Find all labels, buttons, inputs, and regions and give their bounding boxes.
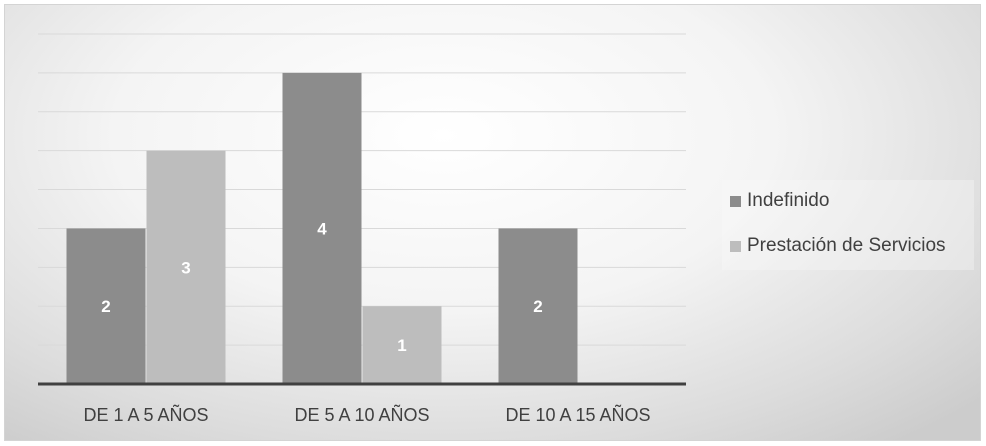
legend-label-indefinido: Indefinido [747, 190, 830, 211]
data-label: 4 [317, 219, 327, 238]
gridlines [38, 33, 686, 346]
bars [66, 72, 578, 384]
data-label: 2 [101, 297, 110, 316]
legend-swatch-indefinido [730, 195, 741, 207]
legend-label-prestacion: Prestación de Servicios [747, 235, 946, 256]
x-tick-label: DE 1 A 5 AÑOS [83, 404, 208, 425]
legend-item-prestacion: Prestación de Servicios [730, 235, 946, 257]
data-labels: 2 3 4 1 2 [101, 219, 542, 355]
bar [362, 306, 442, 384]
legend-swatch-prestacion [730, 240, 741, 252]
x-tick-labels: DE 1 A 5 AÑOS DE 5 A 10 AÑOS DE 10 A 15 AÑ… [83, 404, 650, 425]
x-tick-label: DE 5 A 10 AÑOS [294, 404, 429, 425]
x-tick-label: DE 10 A 15 AÑOS [505, 404, 650, 425]
data-label: 3 [181, 258, 190, 277]
legend: Indefinido Prestación de Servicios [722, 180, 974, 270]
bar [498, 228, 578, 384]
bar [282, 72, 362, 384]
bar [146, 150, 226, 384]
legend-item-indefinido: Indefinido [730, 190, 829, 212]
bar [66, 228, 146, 384]
data-label: 1 [397, 336, 406, 355]
data-label: 2 [533, 297, 542, 316]
